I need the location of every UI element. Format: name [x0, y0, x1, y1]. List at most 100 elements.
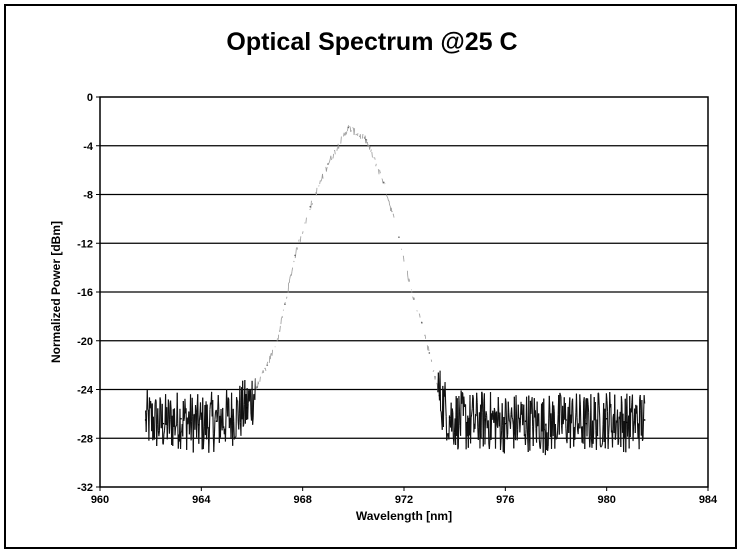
series-0-segment — [168, 419, 171, 434]
series-0-segment — [247, 403, 249, 420]
series-0-segment — [488, 438, 491, 450]
series-0-segment — [332, 153, 334, 159]
series-0-segment — [350, 130, 352, 132]
series-0-segment — [228, 418, 231, 429]
series-0-segment — [641, 439, 644, 442]
series-0-segment — [408, 278, 410, 282]
series-0-point — [284, 303, 286, 305]
series-0-segment — [196, 406, 198, 438]
series-0-segment — [197, 394, 199, 426]
series-0-segment — [235, 397, 238, 437]
series-0-segment — [556, 430, 559, 440]
series-0-segment — [559, 394, 562, 398]
series-0-segment — [480, 391, 483, 439]
series-0-segment — [484, 417, 487, 445]
series-0-segment — [235, 397, 238, 401]
series-0-point — [420, 321, 423, 324]
series-0-segment — [457, 447, 459, 450]
series-0-segment — [268, 355, 271, 363]
series-0-segment — [289, 275, 291, 279]
series-0-segment — [375, 163, 377, 167]
series-0-segment — [215, 409, 218, 412]
series-0-segment — [458, 396, 461, 412]
series-0-point — [180, 417, 182, 420]
series-0-segment — [424, 334, 427, 339]
series-0-segment — [198, 414, 201, 421]
series-0-point — [246, 406, 248, 409]
series-0-segment — [611, 417, 614, 448]
series-0-point — [398, 236, 400, 238]
series-0-segment — [217, 395, 220, 410]
series-0-segment — [227, 397, 230, 400]
series-0-segment — [451, 408, 453, 432]
series-0-point — [643, 419, 646, 421]
series-0-segment — [562, 418, 565, 425]
y-axis-label: Normalized Power [dBm] — [49, 221, 63, 363]
series-0-segment — [507, 401, 510, 413]
series-0-segment — [568, 406, 570, 434]
series-0-segment — [641, 400, 643, 441]
series-0-segment — [269, 353, 272, 360]
series-0-segment — [590, 394, 592, 439]
series-0-segment — [257, 381, 260, 385]
series-0-segment — [254, 378, 257, 389]
series-0-segment — [560, 396, 563, 426]
series-0-point — [428, 352, 431, 354]
series-0-segment — [262, 370, 265, 373]
series-0-segment — [305, 217, 307, 224]
series-0-segment — [385, 194, 388, 197]
series-0-segment — [499, 440, 502, 451]
series-0-segment — [287, 282, 290, 293]
series-0-segment — [511, 417, 514, 420]
series-0-segment — [206, 404, 209, 429]
series-0-segment — [600, 446, 602, 448]
series-0-segment — [163, 430, 165, 435]
series-0-segment — [167, 399, 169, 427]
series-0-segment — [295, 247, 297, 254]
x-tick-label: 980 — [597, 494, 615, 506]
series-0-segment — [198, 420, 200, 444]
x-tick-labels: 960 964 968 972 976 980 984 — [91, 494, 718, 506]
series-0-segment — [349, 126, 351, 128]
series-0-segment — [526, 396, 528, 421]
series-0-segment — [386, 196, 389, 199]
series-0-point — [365, 138, 367, 141]
series-0-segment — [378, 169, 380, 175]
series-0-point — [626, 421, 628, 424]
series-0-segment — [636, 405, 639, 422]
series-0-point — [484, 419, 486, 421]
series-0-segment — [574, 425, 576, 440]
series-0-segment — [281, 315, 283, 318]
series-0-segment — [513, 396, 516, 432]
series-0-point — [256, 386, 258, 388]
series-0-segment — [253, 393, 255, 396]
series-0-segment — [566, 424, 569, 444]
series-0-segment — [334, 150, 336, 155]
series-0-segment — [336, 147, 338, 151]
series-0-segment — [436, 382, 438, 385]
series-0-segment — [328, 161, 331, 163]
x-tick-label: 972 — [395, 494, 413, 506]
x-axis-label: Wavelength [nm] — [356, 509, 452, 523]
series-0-segment — [587, 398, 589, 405]
series-0-segment — [261, 371, 263, 374]
series-0-point — [294, 254, 296, 257]
series-0-point — [382, 181, 385, 184]
series-0-segment — [232, 408, 235, 422]
x-tick-label: 976 — [496, 494, 514, 506]
series-0-segment — [318, 185, 320, 187]
series-0-segment — [242, 424, 245, 427]
series-0-segment — [548, 395, 551, 410]
series-0-segment — [320, 180, 322, 182]
series-0-segment — [601, 424, 604, 443]
series-0-segment — [430, 359, 433, 362]
series-0-segment — [284, 302, 286, 304]
series-0-segment — [293, 260, 295, 263]
series-0-segment — [296, 247, 298, 250]
series-0-segment — [575, 393, 578, 418]
series-0-segment — [605, 393, 608, 401]
series-0-segment — [328, 162, 330, 164]
series-0-segment — [539, 439, 542, 449]
series-0-segment — [319, 180, 321, 185]
series-0-segment — [393, 214, 395, 218]
